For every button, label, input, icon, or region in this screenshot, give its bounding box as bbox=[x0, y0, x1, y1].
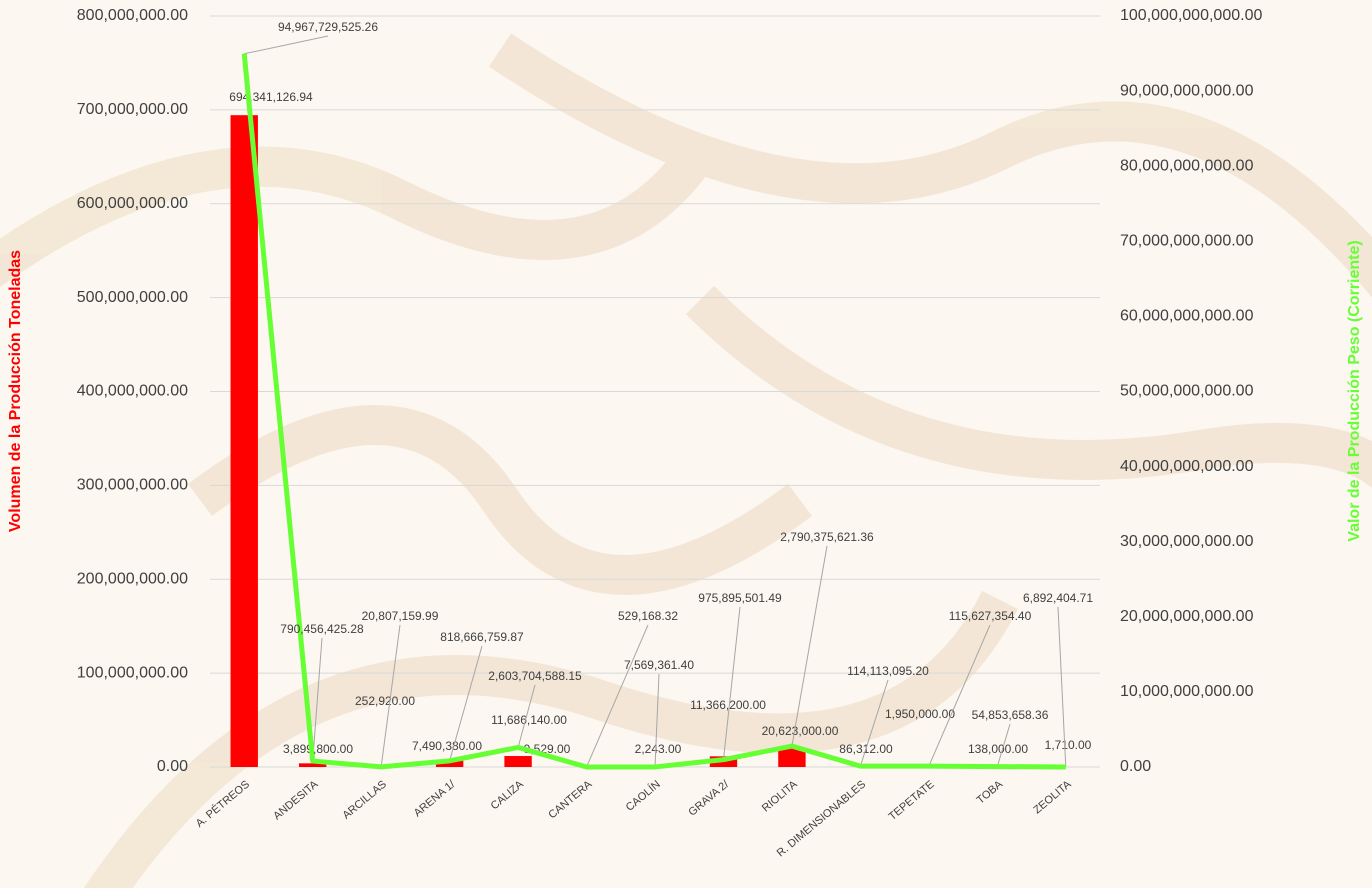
data-label: 3,899,800.00 bbox=[283, 742, 353, 756]
x-tick-label: TEPETATE bbox=[887, 778, 937, 823]
y2-tick-label: 20,000,000,000.00 bbox=[1120, 608, 1254, 625]
data-label: 790,456,425.28 bbox=[280, 622, 364, 636]
data-label: 11,686,140.00 bbox=[491, 713, 567, 727]
data-label: 529,168.32 bbox=[618, 609, 678, 623]
data-label: 20,623,000.00 bbox=[762, 724, 839, 738]
y2-tick-label: 100,000,000,000.00 bbox=[1120, 7, 1262, 24]
leader-line bbox=[722, 606, 741, 760]
leader-line bbox=[312, 637, 323, 762]
data-label: 54,853,658.36 bbox=[972, 708, 1049, 722]
x-tick-label: CANTERA bbox=[546, 778, 594, 821]
y2-tick-label: 90,000,000,000.00 bbox=[1120, 82, 1254, 99]
data-label: 7,490,380.00 bbox=[412, 739, 482, 753]
data-label: 115,627,354.40 bbox=[949, 609, 1032, 623]
data-label: 2,790,375,621.36 bbox=[780, 530, 874, 544]
data-label: 252,920.00 bbox=[355, 694, 415, 708]
leader-line bbox=[1057, 606, 1067, 767]
y2-tick-label: 0.00 bbox=[1120, 758, 1151, 775]
data-label: 11,366,200.00 bbox=[690, 698, 766, 712]
x-tick-label: ZEOLITA bbox=[1031, 778, 1074, 817]
x-tick-label: ARCILLAS bbox=[340, 778, 388, 821]
data-label: 975,895,501.49 bbox=[698, 591, 782, 605]
y2-tick-label: 70,000,000,000.00 bbox=[1120, 233, 1254, 250]
bar bbox=[778, 747, 806, 767]
data-label: 114,113,095.20 bbox=[847, 664, 929, 678]
y-tick-label: 800,000,000.00 bbox=[77, 7, 188, 24]
y2-tick-label: 10,000,000,000.00 bbox=[1120, 683, 1254, 700]
line bbox=[241, 53, 1066, 770]
leader-line bbox=[380, 624, 401, 767]
x-tick-label: GRAVA 2/ bbox=[686, 778, 732, 819]
data-label: 20,807,159.99 bbox=[362, 609, 439, 623]
y2-axis-title: Valor de la Producción Peso (Corriente) bbox=[1346, 240, 1363, 541]
bar bbox=[230, 115, 258, 768]
leader-line bbox=[791, 545, 828, 747]
y-tick-label: 300,000,000.00 bbox=[77, 477, 188, 494]
leader-line bbox=[586, 624, 649, 768]
data-label: 138,000.00 bbox=[968, 742, 1028, 756]
data-label: 1,950,000.00 bbox=[885, 707, 955, 721]
leader-line bbox=[996, 723, 1011, 767]
x-tick-label: RIOLITA bbox=[760, 778, 800, 815]
background-pattern bbox=[0, 33, 1372, 888]
leader-line bbox=[449, 645, 483, 761]
x-tick-label: ANDESITA bbox=[271, 778, 321, 822]
data-label: 6,892,404.71 bbox=[1023, 591, 1093, 605]
y-tick-label: 600,000,000.00 bbox=[77, 195, 188, 212]
y-tick-label: 100,000,000.00 bbox=[77, 664, 188, 681]
y2-tick-label: 50,000,000,000.00 bbox=[1120, 383, 1254, 400]
y-tick-label: 400,000,000.00 bbox=[77, 383, 188, 400]
leader-line bbox=[654, 673, 660, 767]
y-tick-label: 200,000,000.00 bbox=[77, 570, 188, 587]
x-tick-label: TOBA bbox=[975, 778, 1006, 807]
bar bbox=[299, 763, 327, 767]
leader-line bbox=[517, 684, 536, 748]
y2-tick-label: 30,000,000,000.00 bbox=[1120, 533, 1254, 550]
bar bbox=[435, 759, 464, 767]
x-tick-label: ARENA 1/ bbox=[412, 778, 458, 820]
data-label: 94,967,729,525.26 bbox=[278, 20, 378, 34]
y2-tick-label: 60,000,000,000.00 bbox=[1120, 308, 1254, 325]
bar bbox=[504, 756, 532, 767]
x-tick-label: CAOLÍN bbox=[623, 778, 663, 814]
y2-tick-label: 40,000,000,000.00 bbox=[1120, 458, 1254, 475]
data-label: 2,603,704,588.15 bbox=[488, 669, 582, 683]
data-label: 818,666,759.87 bbox=[440, 630, 524, 644]
leader-line bbox=[244, 35, 329, 55]
data-label: 7,569,361.40 bbox=[624, 658, 694, 672]
leader-line bbox=[859, 679, 889, 767]
data-label: 2,243.00 bbox=[635, 742, 682, 756]
leader-line bbox=[928, 624, 991, 767]
y-tick-label: 0.00 bbox=[157, 758, 188, 775]
data-label: 1,710.00 bbox=[1045, 738, 1092, 752]
y-tick-label: 700,000,000.00 bbox=[77, 101, 188, 118]
y-tick-label: 500,000,000.00 bbox=[77, 289, 188, 306]
x-tick-label: CALIZA bbox=[489, 778, 527, 812]
y2-tick-label: 80,000,000,000.00 bbox=[1120, 157, 1254, 174]
data-label: 694,341,126.94 bbox=[229, 90, 313, 104]
y-axis-title: Volumen de la Producción Toneladas bbox=[7, 250, 24, 532]
